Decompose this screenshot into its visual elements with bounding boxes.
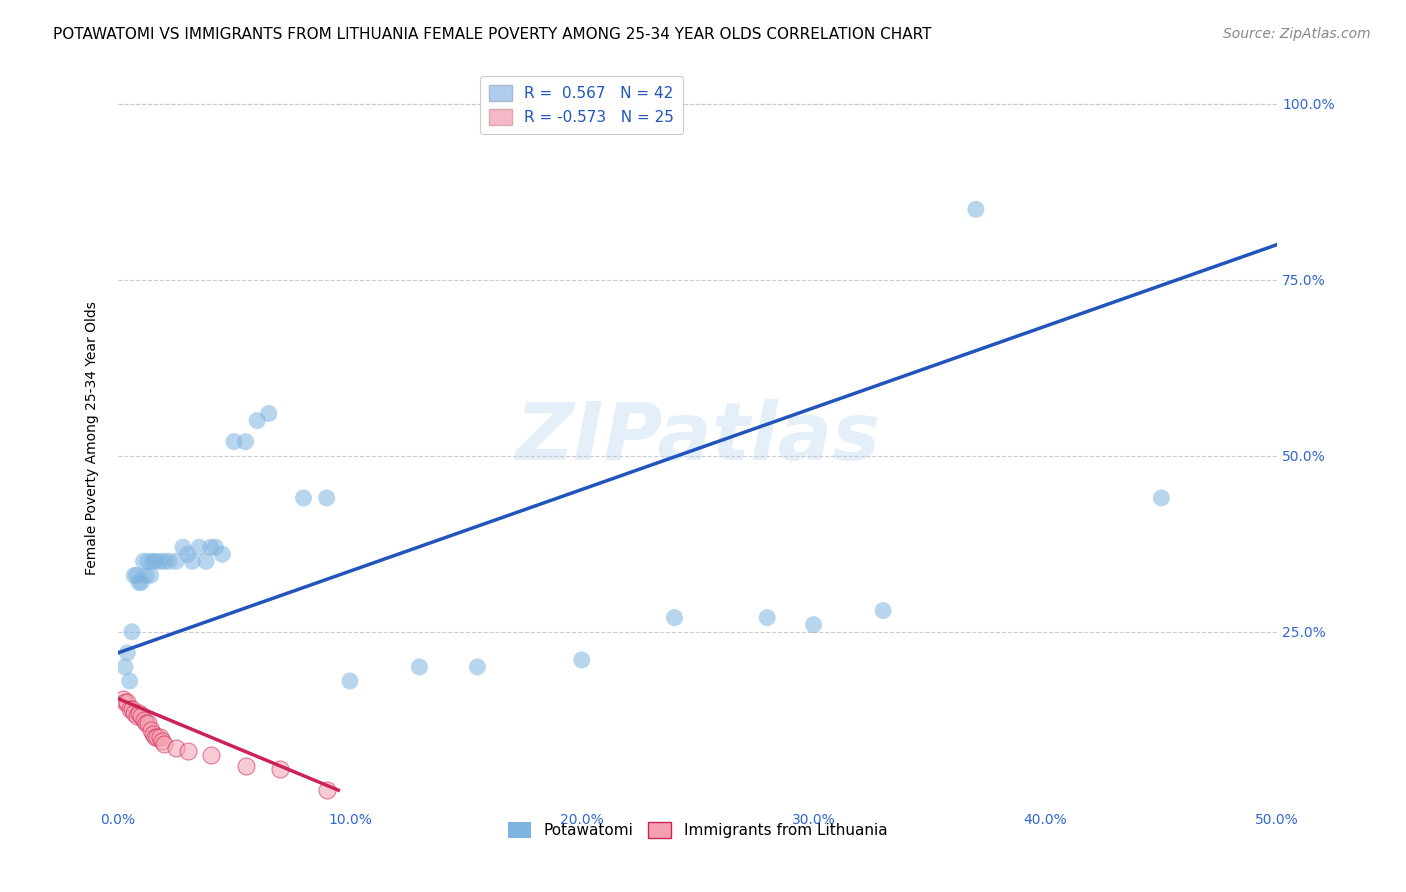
Point [153,554,176,568]
Point [235,758,257,772]
Text: ZIPatlas: ZIPatlas [515,399,880,477]
Point [132,554,155,568]
Point [211,547,233,561]
Point [803,617,825,632]
Point [139,723,162,738]
Point [176,744,198,758]
Point [114,660,136,674]
Point [408,660,430,674]
Point [315,491,337,505]
Point [172,541,194,555]
Point [315,783,337,797]
Point [149,731,172,745]
Point [143,731,166,745]
Point [146,731,169,745]
Point [124,706,146,720]
Point [257,407,280,421]
Text: POTAWATOMI VS IMMIGRANTS FROM LITHUANIA FEMALE POVERTY AMONG 25-34 YEAR OLDS COR: POTAWATOMI VS IMMIGRANTS FROM LITHUANIA … [53,27,932,42]
Point [118,673,141,688]
Point [571,653,593,667]
Point [195,554,218,568]
Text: Source: ZipAtlas.com: Source: ZipAtlas.com [1223,27,1371,41]
Point [756,610,779,624]
Point [132,713,155,727]
Point [965,202,987,217]
Point [129,575,152,590]
Point [114,695,136,709]
Point [143,554,166,568]
Point [181,554,204,568]
Point [121,702,143,716]
Point [246,413,269,427]
Y-axis label: Female Poverty Among 25-34 Year Olds: Female Poverty Among 25-34 Year Olds [86,301,100,575]
Point [200,747,222,762]
Point [142,554,165,568]
Point [157,554,180,568]
Point [176,547,198,561]
Point [135,716,157,731]
Point [150,734,173,748]
Point [125,568,148,582]
Point [165,554,187,568]
Point [269,762,291,776]
Legend: Potawatomi, Immigrants from Lithuania: Potawatomi, Immigrants from Lithuania [502,816,893,845]
Point [165,740,187,755]
Point [129,709,152,723]
Point [121,624,143,639]
Point [467,660,489,674]
Point [1150,491,1173,505]
Point [235,434,257,449]
Point [118,702,141,716]
Point [136,716,159,731]
Point [136,554,159,568]
Point [339,673,361,688]
Point [200,541,222,555]
Point [111,691,134,706]
Point [204,541,226,555]
Point [117,646,139,660]
Point [139,568,162,582]
Point [222,434,245,449]
Point [188,541,211,555]
Point [124,568,146,582]
Point [128,575,150,590]
Point [117,695,139,709]
Point [135,568,157,582]
Point [128,706,150,720]
Point [149,554,172,568]
Point [125,709,148,723]
Point [872,604,894,618]
Point [142,727,165,741]
Point [153,738,176,752]
Point [292,491,315,505]
Point [664,610,686,624]
